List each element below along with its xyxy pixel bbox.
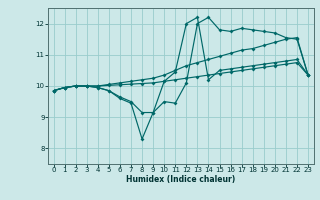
X-axis label: Humidex (Indice chaleur): Humidex (Indice chaleur) xyxy=(126,175,236,184)
